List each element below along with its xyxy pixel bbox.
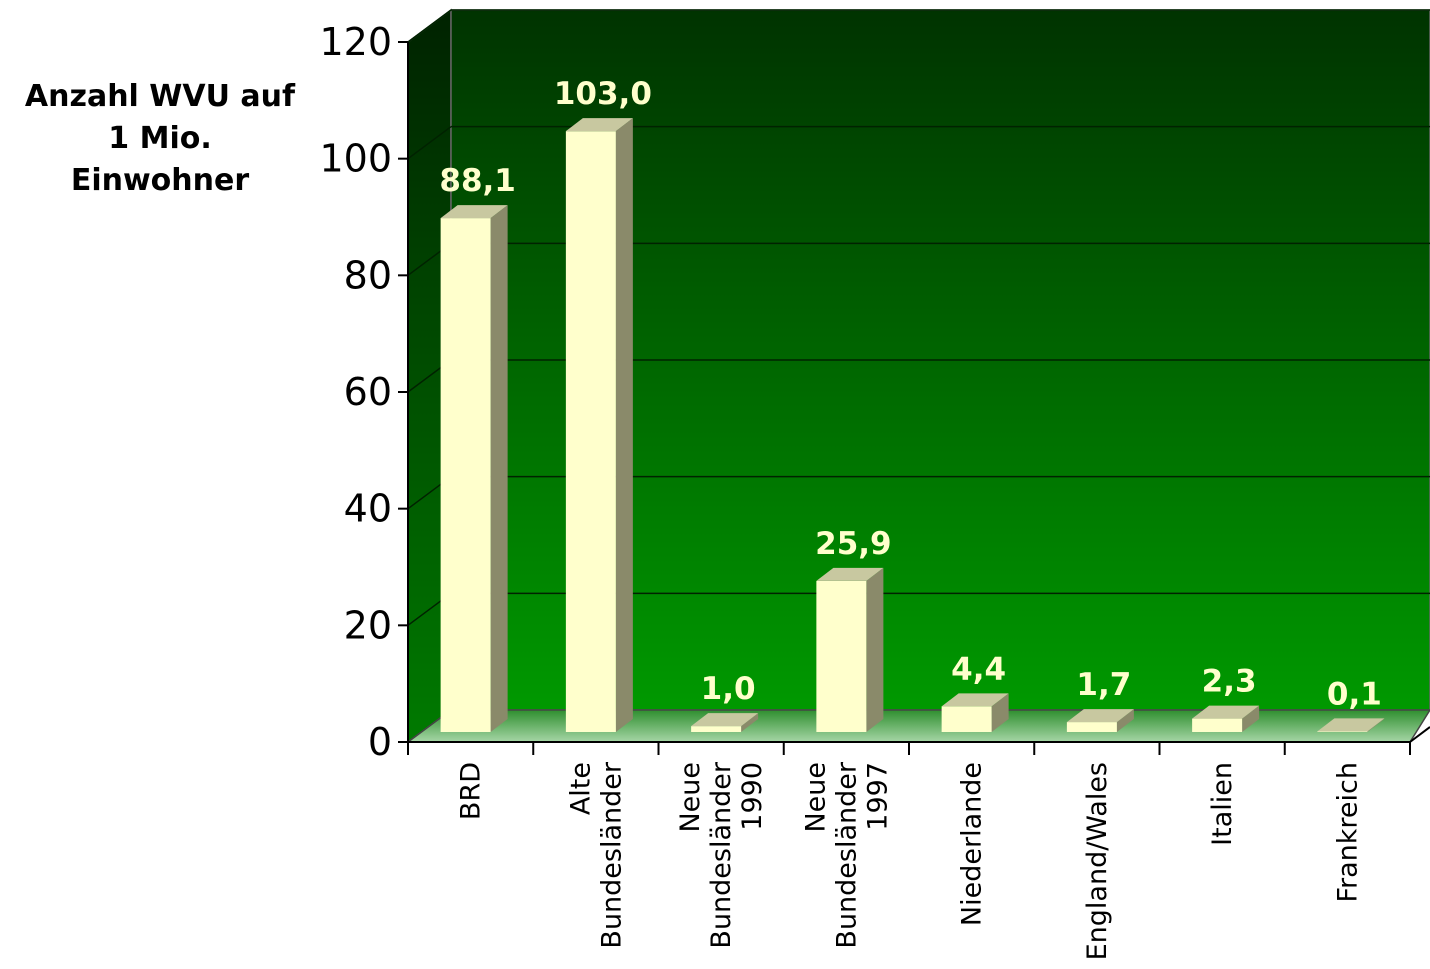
y-tick-label: 40	[344, 487, 392, 531]
bar-2	[691, 713, 759, 732]
bar-3	[816, 567, 884, 732]
bars	[440, 118, 1385, 733]
bar-side	[490, 205, 508, 733]
category-label-line: Italien	[1207, 762, 1238, 846]
category-label-line: Alte	[565, 762, 596, 815]
bar-top	[816, 567, 884, 581]
category-label-line: Neue	[800, 762, 831, 833]
y-tick-label: 80	[344, 253, 392, 297]
bar-front	[1317, 731, 1368, 732]
category-label: Frankreich	[1332, 762, 1363, 903]
value-label: 103,0	[554, 76, 652, 112]
category-label-line: England/Wales	[1082, 762, 1113, 960]
y-tick-label: 100	[319, 137, 392, 181]
bar-front	[691, 726, 742, 732]
bar-side	[1242, 705, 1260, 732]
bar-front	[440, 218, 491, 733]
bar-side	[991, 693, 1009, 732]
category-label-line: Frankreich	[1332, 762, 1363, 903]
bar-top	[440, 205, 508, 219]
bar-front	[565, 131, 616, 732]
category-label: Italien	[1207, 762, 1238, 846]
y-axis-title: Anzahl WVU auf 1 Mio. Einwohner	[24, 79, 296, 198]
bar-front	[1192, 718, 1243, 732]
category-label-line: Bundesländer	[596, 761, 627, 948]
bar-side	[866, 567, 884, 732]
axes	[398, 41, 1430, 755]
category-label-line: Neue	[675, 762, 706, 833]
category-label-line: Bundesländer	[706, 761, 737, 948]
bar-front	[941, 706, 992, 732]
category-label: BRD	[456, 762, 487, 820]
bar-side	[1367, 718, 1385, 732]
category-label: AlteBundesländer	[565, 761, 627, 948]
bar-top	[1066, 709, 1134, 723]
value-label: 88,1	[439, 163, 516, 199]
bar-0	[440, 205, 508, 733]
category-label-line: Bundesländer	[831, 761, 862, 948]
value-label: 4,4	[951, 651, 1006, 687]
y-tick-label: 60	[344, 370, 392, 414]
category-label: NeueBundesländer1997	[800, 761, 893, 948]
bar-top	[1192, 705, 1260, 719]
labels: 02040608010012088,1BRD103,0AlteBundeslän…	[319, 20, 1381, 960]
category-label-line: Niederlande	[957, 762, 988, 926]
plot-floor	[405, 709, 1430, 743]
bar-side	[1116, 709, 1134, 732]
value-label: 0,1	[1327, 676, 1382, 712]
category-label: England/Wales	[1082, 762, 1113, 960]
bar-side	[615, 118, 633, 732]
category-label-line: 1997	[862, 762, 893, 831]
bar-top	[941, 693, 1009, 707]
category-label-line: 1990	[737, 762, 768, 831]
bar-top	[565, 118, 633, 132]
y-tick-label: 20	[344, 603, 392, 647]
value-label: 2,3	[1202, 664, 1257, 700]
bar-top	[1317, 718, 1385, 732]
bar-1	[565, 118, 633, 732]
category-label-line: BRD	[456, 762, 487, 820]
bar-top	[691, 713, 759, 727]
y-tick-label: 120	[319, 20, 392, 64]
value-label: 1,0	[701, 671, 756, 707]
bar-5	[1066, 709, 1134, 732]
value-label: 25,9	[815, 526, 892, 562]
bar-front	[816, 580, 867, 732]
bar-6	[1192, 705, 1260, 732]
x-axis-end	[1409, 726, 1430, 743]
bar-side	[741, 713, 759, 732]
side-gridline-5	[407, 126, 452, 160]
bar-7	[1317, 718, 1385, 732]
plot-walls	[405, 8, 1430, 744]
bar-4	[941, 693, 1009, 732]
category-label: Niederlande	[957, 762, 988, 926]
y-tick-label: 0	[368, 720, 392, 764]
side-gridline-6	[407, 9, 452, 43]
category-label: NeueBundesländer1990	[675, 761, 768, 948]
value-label: 1,7	[1076, 667, 1131, 703]
bar-front	[1066, 722, 1117, 732]
